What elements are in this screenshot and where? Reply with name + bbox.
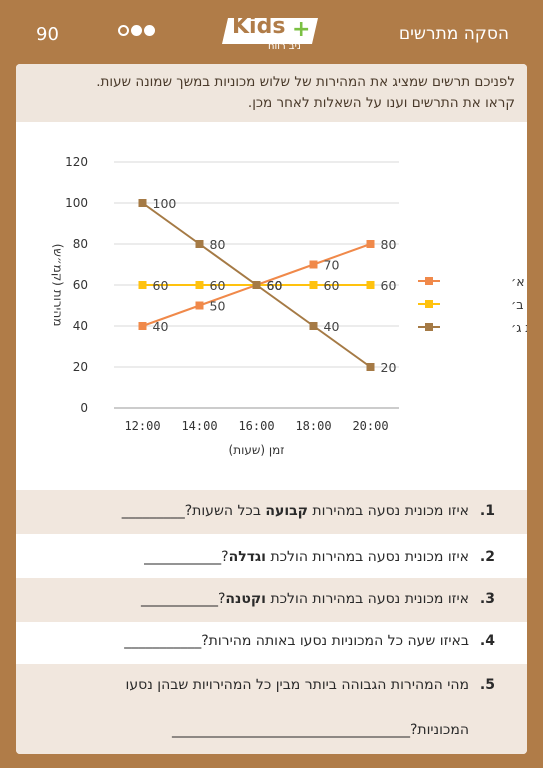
question-text-part: איזו מכונית נסעה במהירות הולכת bbox=[266, 591, 469, 607]
data-label: 20 bbox=[381, 360, 397, 375]
data-point bbox=[252, 281, 261, 289]
data-point bbox=[366, 240, 375, 248]
header: הסקה מתרשים 90 Kids + ניב רווח bbox=[0, 0, 543, 64]
data-point bbox=[195, 240, 204, 248]
data-label: 40 bbox=[153, 319, 169, 334]
question-keyword: וגדלה bbox=[228, 549, 266, 565]
x-tick-label: 16:00 bbox=[238, 419, 274, 433]
legend-swatch-marker bbox=[425, 277, 433, 285]
answer-blank[interactable]: המכוניות?_______________________________… bbox=[171, 722, 469, 738]
y-tick-label: 60 bbox=[73, 278, 88, 292]
legend-label: מכונית ג׳ bbox=[511, 320, 527, 335]
question-text-part: מהי המהירות הגבוהה ביותר מבין כל המהירוי… bbox=[125, 677, 469, 693]
y-tick-label: 0 bbox=[80, 401, 88, 415]
data-label: 60 bbox=[324, 278, 340, 293]
page-title: הסקה מתרשים bbox=[398, 24, 509, 44]
question-number: 4. bbox=[479, 633, 495, 649]
x-tick-label: 20:00 bbox=[352, 419, 388, 433]
data-point bbox=[195, 301, 204, 310]
instructions: לפניכם תרשים שמציג את המהירות של שלוש מכ… bbox=[16, 64, 527, 122]
question-text-part: איזו מכונית נסעה במהירות הולכת bbox=[266, 549, 469, 565]
data-point bbox=[309, 260, 318, 269]
question-text: באיזו שעה כל המכוניות נסעו באותה מהירות?… bbox=[124, 633, 469, 649]
question-row: 4. באיזו שעה כל המכוניות נסעו באותה מהירו… bbox=[16, 620, 527, 664]
question-number: 5. bbox=[479, 677, 495, 693]
data-point bbox=[195, 281, 204, 289]
level-indicator bbox=[118, 25, 155, 36]
level-dot bbox=[144, 25, 155, 36]
data-point bbox=[309, 281, 318, 289]
question-text-part: באיזו שעה כל המכוניות נסעו באותה מהירות?… bbox=[124, 633, 469, 649]
data-label: 60 bbox=[267, 278, 283, 293]
question-keyword: וקטנה bbox=[225, 591, 266, 607]
data-label: 70 bbox=[324, 258, 340, 273]
data-label: 60 bbox=[210, 278, 226, 293]
instructions-line-2: קראו את התרשים וענו על השאלות לאחר מכן. bbox=[247, 95, 515, 111]
answer-blank[interactable]: ?___________ bbox=[144, 549, 229, 565]
question-number: 2. bbox=[479, 549, 495, 565]
question-row: 5. מהי המהירות הגבוהה ביותר מבין כל המהיר… bbox=[16, 664, 527, 754]
y-tick-label: 40 bbox=[73, 319, 88, 333]
data-label: 60 bbox=[267, 278, 283, 293]
data-point bbox=[366, 363, 375, 371]
question-number: 3. bbox=[479, 591, 495, 607]
y-tick-label: 100 bbox=[65, 196, 88, 210]
question-text: איזו מכונית נסעה במהירות הולכת וגדלה?___… bbox=[144, 549, 469, 565]
x-tick-label: 18:00 bbox=[295, 419, 331, 433]
page-number: 90 bbox=[36, 24, 59, 45]
question-text: מהי המהירות הגבוהה ביותר מבין כל המהירוי… bbox=[126, 677, 469, 693]
answer-blank[interactable]: ?___________ bbox=[140, 591, 226, 607]
plus-icon: + bbox=[292, 17, 311, 42]
y-tick-label: 120 bbox=[65, 155, 88, 169]
data-label: 60 bbox=[381, 278, 397, 293]
y-tick-label: 20 bbox=[73, 360, 88, 374]
data-point bbox=[138, 281, 147, 289]
data-point bbox=[138, 322, 147, 330]
level-dot bbox=[131, 25, 142, 36]
data-label: 40 bbox=[324, 319, 340, 334]
legend-swatch-marker bbox=[425, 323, 433, 331]
answer-blank[interactable]: בכל השעות?_________ bbox=[121, 503, 266, 519]
y-tick-label: 80 bbox=[73, 237, 88, 251]
legend-label: מכונית א׳ bbox=[511, 274, 527, 289]
data-label: 80 bbox=[381, 237, 397, 252]
level-dot bbox=[118, 25, 129, 36]
question-text: איזו מכונית נסעה במהירות הולכת וקטנה?___… bbox=[141, 591, 469, 607]
data-label: 80 bbox=[210, 237, 226, 252]
question-row: 3. איזו מכונית נסעה במהירות הולכת וקטנה?_… bbox=[16, 578, 527, 622]
question-text-part: איזו מכונית נסעה במהירות bbox=[307, 503, 469, 519]
legend-swatch-marker bbox=[425, 300, 433, 308]
data-point bbox=[309, 322, 318, 330]
kids-logo: Kids + ניב רווח bbox=[218, 14, 324, 56]
x-axis-label: זמן (שעות) bbox=[229, 443, 285, 457]
x-tick-label: 12:00 bbox=[124, 419, 160, 433]
speed-line-chart: 0 20 40 60 80 100 120 12:00 14:00 16:00 18:00 20:00… bbox=[51, 155, 527, 457]
logo-word: Kids bbox=[232, 14, 286, 39]
legend-label: מכונית ב׳ bbox=[511, 297, 527, 312]
data-label: 100 bbox=[153, 196, 177, 211]
x-tick-label: 14:00 bbox=[181, 419, 217, 433]
question-text: איזו מכונית נסעה במהירות קבועה בכל השעות… bbox=[122, 503, 469, 519]
data-label: 60 bbox=[153, 278, 169, 293]
question-row: 2. איזו מכונית נסעה במהירות הולכת וגדלה?_… bbox=[16, 536, 527, 580]
worksheet-card: לפניכם תרשים שמציג את המהירות של שלוש מכ… bbox=[16, 64, 527, 754]
data-label: 50 bbox=[210, 299, 226, 314]
question-number: 1. bbox=[479, 503, 495, 519]
question-keyword: קבועה bbox=[265, 503, 308, 519]
logo-subtitle: ניב רווח bbox=[268, 41, 301, 52]
y-axis-label: מהירות (קמ״ש) bbox=[51, 244, 65, 327]
data-point bbox=[366, 281, 375, 289]
question-row: 1. איזו מכונית נסעה במהירות קבועה בכל השע… bbox=[16, 490, 527, 534]
logo-badge bbox=[222, 18, 318, 44]
instructions-line-1: לפניכם תרשים שמציג את המהירות של שלוש מכ… bbox=[96, 74, 515, 90]
data-point bbox=[138, 199, 147, 207]
